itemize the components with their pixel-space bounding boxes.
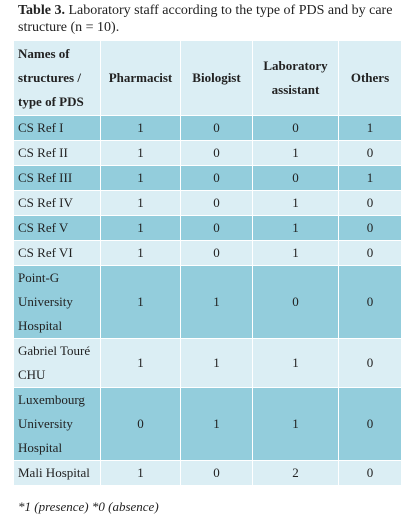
cell: 1 [100,265,181,339]
row-label: Mali Hospital [13,460,101,486]
cell: 0 [180,460,253,486]
cell: 0 [338,338,402,388]
header-cell: Others [338,40,402,116]
cell: 0 [100,387,181,461]
cell: 0 [338,140,402,166]
header-cell: Names of structures / type of PDS [13,40,101,116]
header-row: Names of structures / type of PDS Pharmac… [13,40,402,116]
data-table: Names of structures / type of PDS Pharmac… [13,40,402,486]
table-row: Mali Hospital 1 0 2 0 [13,460,402,486]
cell: 1 [100,140,181,166]
cell: 0 [338,265,402,339]
cell: 0 [180,190,253,216]
header-cell: Pharmacist [100,40,181,116]
row-label: CS Ref V [13,215,101,241]
cell: 1 [100,215,181,241]
cell: 1 [252,338,339,388]
cell: 1 [180,265,253,339]
table-row: Gabriel Touré CHU 1 1 1 0 [13,338,402,388]
caption-text: Laboratory staff according to the type o… [18,3,393,35]
cell: 0 [338,215,402,241]
cell: 1 [180,387,253,461]
cell: 0 [180,215,253,241]
cell: 1 [338,165,402,191]
cell: 0 [252,165,339,191]
cell: 0 [180,240,253,266]
cell: 1 [252,387,339,461]
cell: 0 [252,115,339,141]
cell: 1 [252,140,339,166]
row-label: Point-G University Hospital [13,265,101,339]
cell: 0 [252,265,339,339]
cell: 0 [180,140,253,166]
cell: 1 [338,115,402,141]
caption-label: Table 3. [18,3,65,18]
cell: 0 [180,115,253,141]
cell: 1 [252,240,339,266]
cell: 1 [100,240,181,266]
cell: 1 [100,460,181,486]
table-caption: Table 3. Laboratory staff according to t… [18,2,403,36]
row-label: CS Ref IV [13,190,101,216]
cell: 0 [338,240,402,266]
footnote: *1 (presence) *0 (absence) [18,499,159,514]
cell: 0 [180,165,253,191]
cell: 0 [338,190,402,216]
table-row: Luxembourg University Hospital 0 1 1 0 [13,387,402,461]
cell: 2 [252,460,339,486]
table-row: CS Ref II 1 0 1 0 [13,140,402,166]
cell: 1 [252,215,339,241]
row-label: Gabriel Touré CHU [13,338,101,388]
table-row: CS Ref VI 1 0 1 0 [13,240,402,266]
header-cell: Biologist [180,40,253,116]
table-row: CS Ref III 1 0 0 1 [13,165,402,191]
cell: 1 [100,115,181,141]
row-label: Luxembourg University Hospital [13,387,101,461]
row-label: CS Ref III [13,165,101,191]
cell: 1 [252,190,339,216]
cell: 1 [100,338,181,388]
row-label: CS Ref II [13,140,101,166]
cell: 0 [338,387,402,461]
row-label: CS Ref VI [13,240,101,266]
table-row: Point-G University Hospital 1 1 0 0 [13,265,402,339]
cell: 1 [180,338,253,388]
cell: 0 [338,460,402,486]
header-cell: Laboratory assistant [252,40,339,116]
row-label: CS Ref I [13,115,101,141]
cell: 1 [100,190,181,216]
table-row: CS Ref IV 1 0 1 0 [13,190,402,216]
cell: 1 [100,165,181,191]
